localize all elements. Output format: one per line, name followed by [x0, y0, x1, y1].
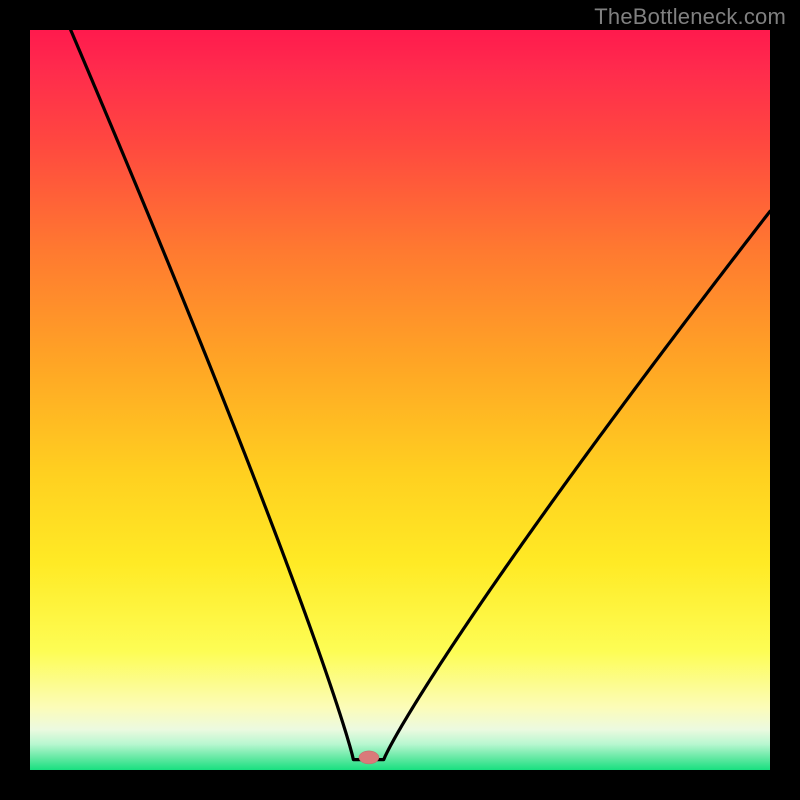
bottleneck-chart: [0, 0, 800, 800]
optimum-marker: [359, 751, 379, 764]
watermark-text: TheBottleneck.com: [594, 4, 786, 30]
gradient-background: [30, 30, 770, 770]
